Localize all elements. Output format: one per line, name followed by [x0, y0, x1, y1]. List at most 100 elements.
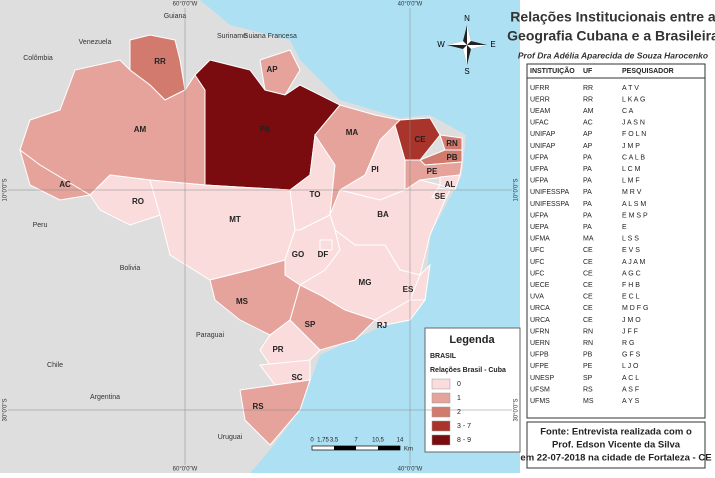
- table-cell: UNIFESSPA: [530, 189, 569, 196]
- table-cell: UFPE: [530, 363, 549, 370]
- state-label: TO: [310, 190, 321, 199]
- table-cell: UECE: [530, 282, 550, 289]
- table-cell: CE: [583, 247, 593, 254]
- table-cell: C A: [622, 108, 634, 115]
- table-cell: URCA: [530, 305, 550, 312]
- table-cell: MS: [583, 398, 594, 405]
- table-cell: AP: [583, 131, 593, 138]
- table-cell: UEPA: [530, 224, 549, 231]
- table-cell: UFC: [530, 270, 544, 277]
- compass: N S E W: [437, 14, 495, 76]
- state-label: AM: [134, 125, 147, 134]
- table-cell: PE: [583, 363, 593, 370]
- compass-star: [467, 45, 487, 49]
- source: Prof. Edson Vicente da Silva: [552, 440, 681, 451]
- table-cell: UERR: [530, 96, 550, 103]
- table-cell: RN: [583, 340, 593, 347]
- table-cell: CE: [583, 294, 593, 301]
- table-cell: URCA: [530, 317, 550, 324]
- table-cell: M R V: [622, 189, 642, 196]
- table-cell: RR: [583, 85, 593, 92]
- table-cell: PB: [583, 352, 593, 359]
- country-label: Guiana: [164, 13, 187, 20]
- table-cell: A G C: [622, 270, 641, 277]
- table-cell: CE: [583, 282, 593, 289]
- table-cell: CE: [583, 305, 593, 312]
- table-cell: L J O: [622, 363, 639, 370]
- table-cell: CE: [583, 259, 593, 266]
- table-cell: E: [622, 224, 627, 231]
- legend-box: [424, 327, 521, 453]
- table-cell: E M S P: [622, 212, 648, 219]
- table-cell: A L S M: [622, 201, 646, 208]
- table-cell: AP: [583, 143, 593, 150]
- state-label: DF: [318, 250, 329, 259]
- country-label: Uruguai: [218, 434, 243, 441]
- state-label: GO: [292, 250, 304, 259]
- table-cell: R G: [622, 340, 634, 347]
- graticule-label: 30°0'0"S: [3, 398, 9, 421]
- state-label: AL: [445, 180, 456, 189]
- state-label: AC: [59, 180, 71, 189]
- compass-n: N: [464, 14, 470, 23]
- scale-label: 7: [354, 438, 358, 444]
- country-label: Argentina: [90, 394, 120, 401]
- table-cell: CE: [583, 270, 593, 277]
- state: [259, 49, 301, 96]
- table-cell: RS: [583, 386, 593, 393]
- table-cell: UFPA: [530, 154, 548, 161]
- table-cell: PA: [583, 189, 592, 196]
- compass-star: [447, 41, 467, 45]
- table-cell: J A S N: [622, 120, 645, 127]
- compass-s: S: [464, 67, 469, 76]
- table-cell: L C M: [622, 166, 641, 173]
- state-label: RS: [252, 402, 264, 411]
- table-cell: J M P: [622, 143, 640, 150]
- table-cell: UFC: [530, 259, 544, 266]
- table-cell: PA: [583, 224, 592, 231]
- table-cell: PA: [583, 166, 592, 173]
- scale-label: 10,5: [372, 438, 384, 444]
- legend-swatch: [431, 420, 451, 432]
- table-cell: PA: [583, 178, 592, 185]
- states: [19, 34, 463, 446]
- state: [19, 148, 92, 201]
- legend-swatch: [431, 378, 451, 390]
- table-cell: UERN: [530, 340, 550, 347]
- table-cell: AC: [583, 120, 593, 127]
- country-label: Guiana Francesa: [243, 33, 297, 40]
- table-cell: L M F: [622, 178, 640, 185]
- legend-label: 1: [457, 395, 461, 402]
- table-cell: J M O: [622, 317, 641, 324]
- graticule-label: 40°0'0"W: [398, 2, 423, 8]
- compass-w: W: [437, 40, 445, 49]
- country-label: Paraguai: [196, 332, 224, 339]
- table-cell: PA: [583, 212, 592, 219]
- country-label: Bolivia: [120, 265, 141, 272]
- legend-swatch: [431, 434, 451, 446]
- table-cell: UFC: [530, 247, 544, 254]
- table-cell: E C L: [622, 294, 640, 301]
- table-cell: F H B: [622, 282, 640, 289]
- graticule-label: 60°0'0"W: [173, 2, 198, 8]
- legend-title: Legenda: [449, 334, 495, 346]
- scale-label: 1,75: [317, 438, 329, 444]
- title: Geografia Cubana e a Brasileira: [507, 28, 715, 44]
- table-cell: F O L N: [622, 131, 646, 138]
- state: [319, 239, 333, 251]
- graticule-label: 30°0'0"S: [514, 398, 520, 421]
- table-cell: UNIFESSPA: [530, 201, 569, 208]
- table-header: PESQUISADOR: [622, 68, 674, 75]
- state-label: MT: [229, 215, 241, 224]
- state-label: PB: [446, 153, 457, 162]
- scale-label: 0: [310, 438, 314, 444]
- table-cell: PA: [583, 201, 592, 208]
- state: [373, 299, 426, 326]
- table-cell: UFPA: [530, 166, 548, 173]
- legend-label: 0: [457, 381, 461, 388]
- scale-label: 14: [397, 438, 404, 444]
- scale-unit: Km: [404, 447, 413, 453]
- subtitle: Prof Dra Adélia Aparecida de Souza Haroc…: [518, 50, 708, 60]
- scale-bar: [378, 446, 400, 450]
